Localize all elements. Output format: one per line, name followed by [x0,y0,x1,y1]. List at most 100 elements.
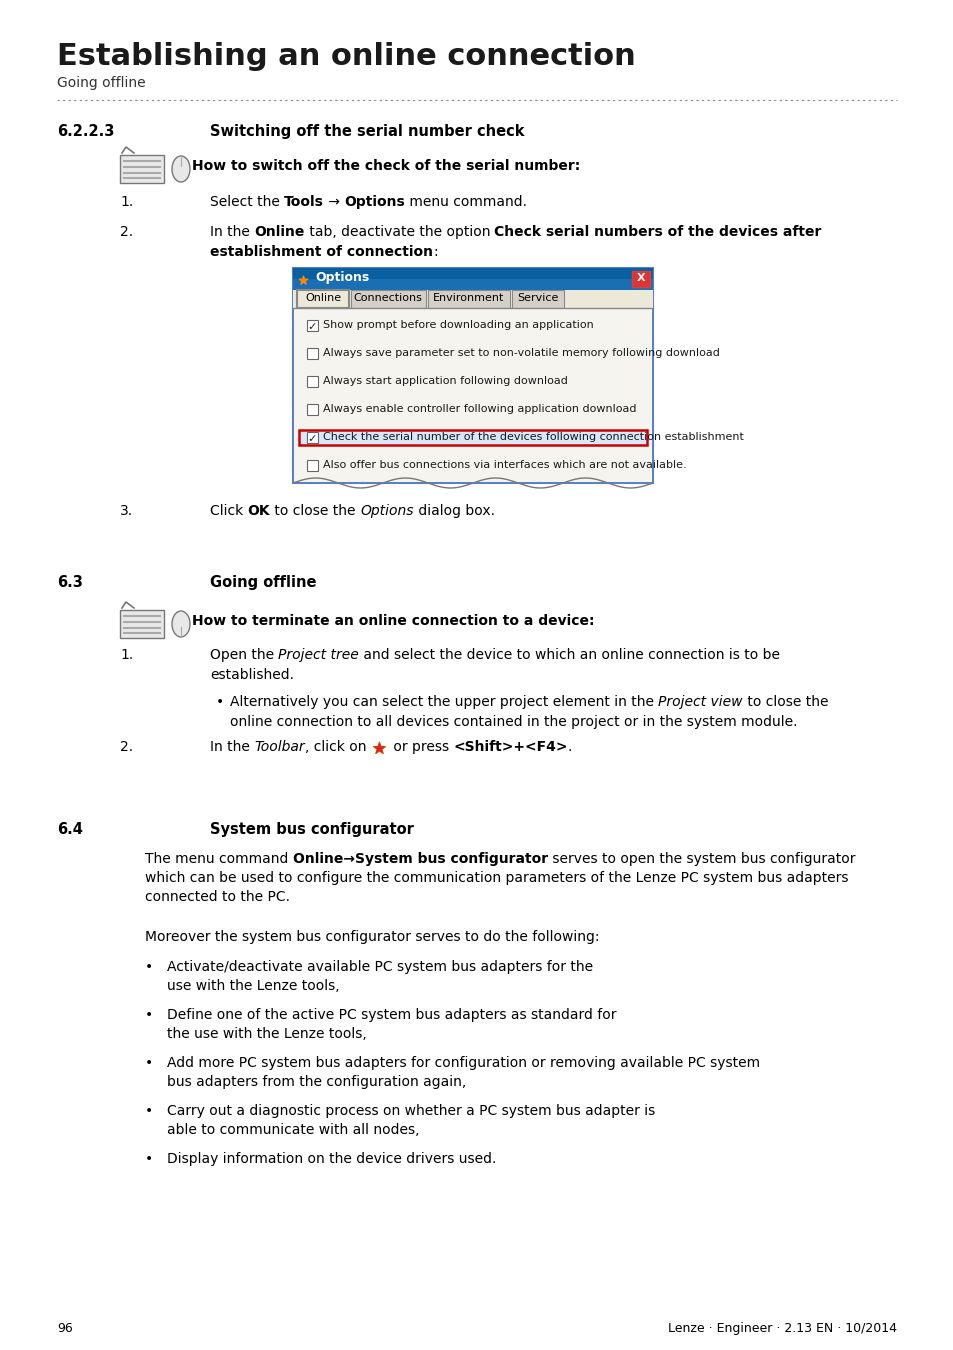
Text: Define one of the active PC system bus adapters as standard for: Define one of the active PC system bus a… [167,1008,616,1022]
Text: use with the Lenze tools,: use with the Lenze tools, [167,979,339,994]
Text: 1.: 1. [120,194,133,209]
Text: the use with the Lenze tools,: the use with the Lenze tools, [167,1027,366,1041]
Text: <Shift>+<F4>: <Shift>+<F4> [453,740,567,755]
Text: dialog box.: dialog box. [414,504,494,518]
Text: Activate/deactivate available PC system bus adapters for the: Activate/deactivate available PC system … [167,960,593,973]
Text: •: • [145,960,153,973]
Text: Options: Options [344,194,405,209]
FancyBboxPatch shape [120,610,164,639]
FancyBboxPatch shape [293,269,652,290]
Text: able to communicate with all nodes,: able to communicate with all nodes, [167,1123,419,1137]
Text: Select the: Select the [210,194,284,209]
Text: Also offer bus connections via interfaces which are not available.: Also offer bus connections via interface… [323,460,686,470]
Text: •: • [145,1008,153,1022]
FancyBboxPatch shape [512,290,563,308]
Text: Options: Options [359,504,414,518]
Text: and select the device to which an online connection is to be: and select the device to which an online… [359,648,780,662]
Text: online connection to all devices contained in the project or in the system modul: online connection to all devices contain… [230,716,797,729]
Text: .: . [567,740,572,755]
FancyBboxPatch shape [351,290,426,308]
Text: establishment of connection: establishment of connection [210,244,433,259]
Point [371,737,386,759]
Text: established.: established. [210,668,294,682]
Text: Check the serial number of the devices following connection establishment: Check the serial number of the devices f… [323,432,743,441]
Text: Online: Online [254,225,304,239]
Text: The menu command: The menu command [145,852,293,865]
Text: or press: or press [388,740,453,755]
Ellipse shape [172,157,190,182]
Text: which can be used to configure the communication parameters of the Lenze PC syst: which can be used to configure the commu… [145,871,847,886]
Text: Show prompt before downloading an application: Show prompt before downloading an applic… [323,320,593,329]
Text: Online→System bus configurator: Online→System bus configurator [293,852,547,865]
Text: Tools: Tools [284,194,324,209]
Ellipse shape [172,612,190,637]
Text: 1.: 1. [120,648,133,662]
Text: Environment: Environment [433,293,504,302]
Text: serves to open the system bus configurator: serves to open the system bus configurat… [547,852,855,865]
Text: 96: 96 [57,1322,72,1335]
Text: 6.4: 6.4 [57,822,83,837]
FancyBboxPatch shape [307,348,317,359]
Text: Service: Service [517,293,558,302]
FancyBboxPatch shape [631,271,649,288]
Text: to close the: to close the [742,695,827,709]
Text: How to switch off the check of the serial number:: How to switch off the check of the seria… [192,159,579,173]
Text: 2.: 2. [120,225,133,239]
Text: Alternatively you can select the upper project element in the: Alternatively you can select the upper p… [230,695,658,709]
Text: 6.3: 6.3 [57,575,83,590]
Text: Check serial numbers of the devices after: Check serial numbers of the devices afte… [494,225,821,239]
Text: In the: In the [210,225,254,239]
Text: Connections: Connections [354,293,422,302]
Text: menu command.: menu command. [405,194,527,209]
Text: Display information on the device drivers used.: Display information on the device driver… [167,1152,496,1166]
Text: Online: Online [305,293,341,302]
Text: Moreover the system bus configurator serves to do the following:: Moreover the system bus configurator ser… [145,930,598,944]
Text: Project tree: Project tree [278,648,359,662]
Text: •: • [215,695,224,709]
FancyBboxPatch shape [120,155,164,184]
FancyBboxPatch shape [293,269,652,483]
Text: →: → [324,194,344,209]
Text: Carry out a diagnostic process on whether a PC system bus adapter is: Carry out a diagnostic process on whethe… [167,1104,655,1118]
Text: ✓: ✓ [307,433,316,444]
Text: System bus configurator: System bus configurator [210,822,414,837]
Text: Add more PC system bus adapters for configuration or removing available PC syste: Add more PC system bus adapters for conf… [167,1056,760,1071]
Text: Open the: Open the [210,648,278,662]
Text: connected to the PC.: connected to the PC. [145,890,290,905]
FancyBboxPatch shape [307,404,317,414]
FancyBboxPatch shape [298,431,646,446]
FancyBboxPatch shape [307,432,317,443]
Text: 3.: 3. [120,504,133,518]
Text: X: X [636,273,644,284]
Text: Toolbar: Toolbar [254,740,305,755]
Text: Lenze · Engineer · 2.13 EN · 10/2014: Lenze · Engineer · 2.13 EN · 10/2014 [667,1322,896,1335]
Text: Establishing an online connection: Establishing an online connection [57,42,635,72]
Text: bus adapters from the configuration again,: bus adapters from the configuration agai… [167,1075,466,1089]
Point [371,737,386,759]
Text: tab, deactivate the option: tab, deactivate the option [304,225,494,239]
FancyBboxPatch shape [307,320,317,331]
FancyBboxPatch shape [294,309,651,482]
Text: OK: OK [248,504,270,518]
FancyBboxPatch shape [307,377,317,387]
Text: Always save parameter set to non-volatile memory following download: Always save parameter set to non-volatil… [323,348,720,358]
Text: Going offline: Going offline [210,575,316,590]
Text: :: : [433,244,437,259]
Text: ✓: ✓ [307,323,316,332]
Text: How to terminate an online connection to a device:: How to terminate an online connection to… [192,614,594,628]
Text: Always enable controller following application download: Always enable controller following appli… [323,404,636,414]
Text: Options: Options [314,271,369,284]
FancyBboxPatch shape [307,460,317,471]
Text: In the: In the [210,740,254,755]
Text: Click: Click [210,504,248,518]
Text: •: • [145,1104,153,1118]
FancyBboxPatch shape [296,290,349,308]
Text: , click on: , click on [305,740,371,755]
Text: •: • [145,1152,153,1166]
Text: Always start application following download: Always start application following downl… [323,377,567,386]
FancyBboxPatch shape [293,279,652,290]
Text: 6.2.2.3: 6.2.2.3 [57,124,114,139]
Text: to close the: to close the [270,504,359,518]
Text: 2.: 2. [120,740,133,755]
Text: Project view: Project view [658,695,742,709]
